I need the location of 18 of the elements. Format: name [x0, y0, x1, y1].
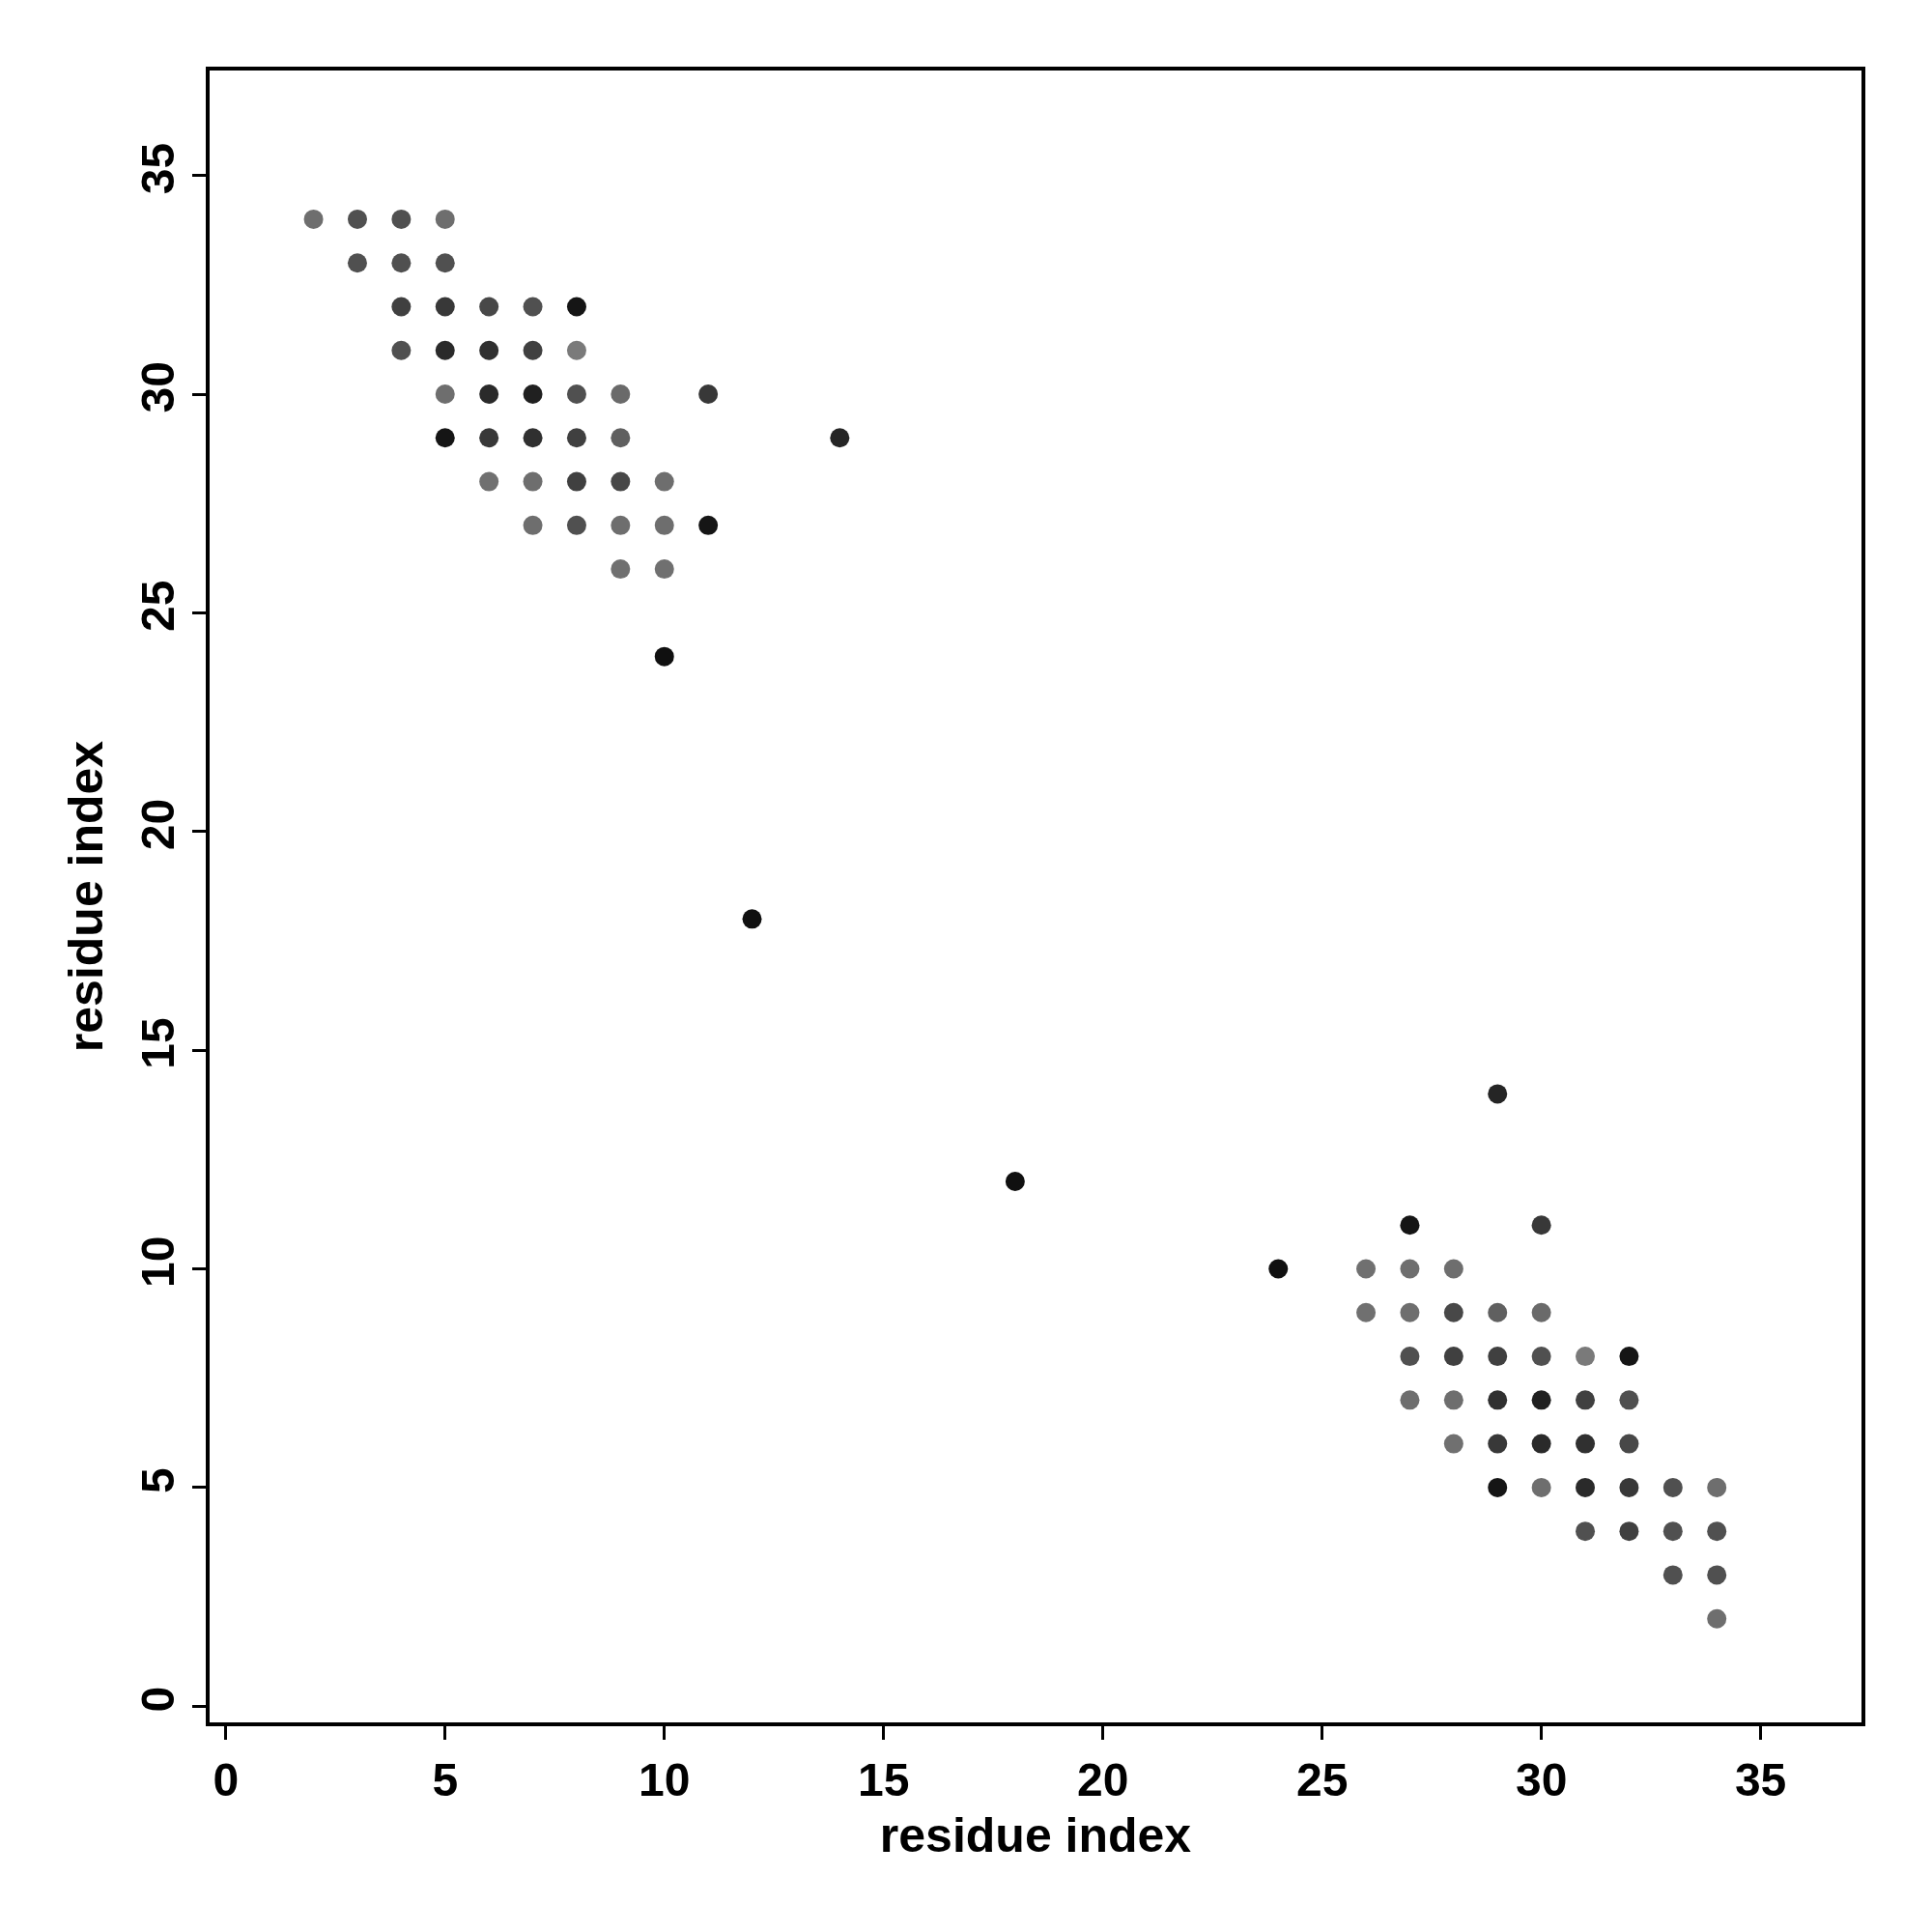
- y-tick-label: 20: [131, 798, 184, 851]
- x-tick-label: 30: [1515, 1753, 1568, 1805]
- x-axis-title: residue index: [879, 1807, 1192, 1862]
- y-tick-label: 5: [131, 1467, 184, 1494]
- y-tick-label: 15: [131, 1017, 184, 1069]
- y-axis-title: residue index: [59, 740, 114, 1053]
- x-tick-label: 35: [1734, 1753, 1787, 1805]
- x-tick-label: 25: [1295, 1753, 1349, 1805]
- x-tick-label: 0: [213, 1753, 240, 1805]
- y-tick-label: 10: [131, 1236, 184, 1289]
- x-tick-label: 15: [858, 1753, 910, 1805]
- x-tick-label: 10: [639, 1753, 691, 1805]
- x-tick-label: 20: [1076, 1753, 1129, 1805]
- x-tick-label: 5: [432, 1753, 459, 1805]
- y-tick-label: 30: [131, 361, 184, 413]
- y-tick-label: 0: [131, 1686, 184, 1713]
- y-tick-label: 25: [131, 580, 184, 632]
- y-tick-label: 35: [131, 142, 184, 195]
